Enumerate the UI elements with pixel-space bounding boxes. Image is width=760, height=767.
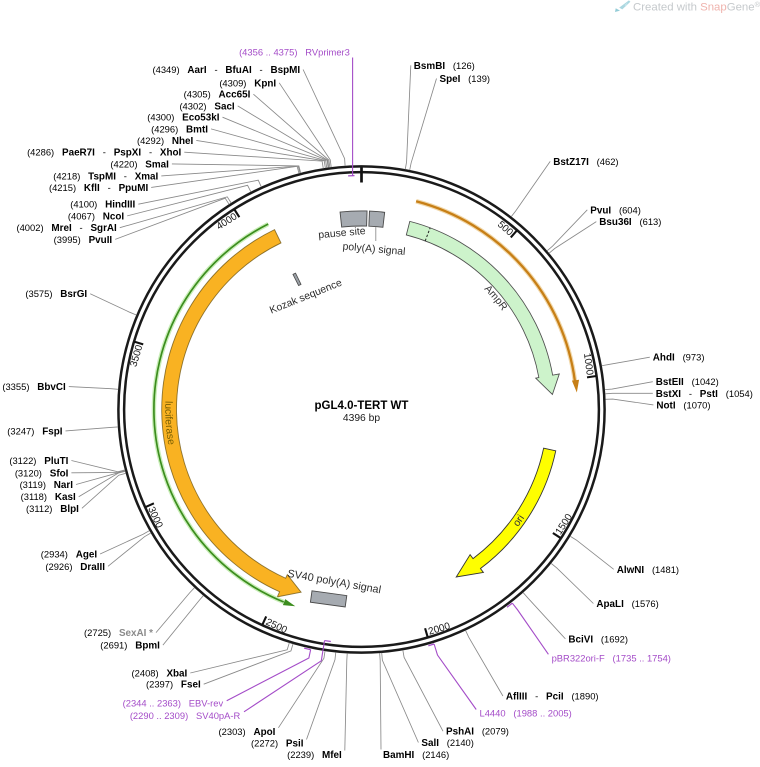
- svg-text:(2344 .. 2363) EBV-rev: (2344 .. 2363) EBV-rev: [123, 698, 224, 709]
- svg-text:(3575) BsrGI: (3575) BsrGI: [25, 288, 87, 300]
- svg-text:(4292) NheI: (4292) NheI: [137, 135, 194, 147]
- svg-text:pGL4.0-TERT WT: pGL4.0-TERT WT: [315, 400, 409, 412]
- svg-text:(4067) NcoI: (4067) NcoI: [68, 210, 125, 222]
- svg-text:BstZ17I (462): BstZ17I (462): [553, 156, 618, 168]
- svg-text:(2290 .. 2309) SV40pA-R: (2290 .. 2309) SV40pA-R: [130, 710, 241, 721]
- svg-text:ApaLI (1576): ApaLI (1576): [596, 598, 658, 610]
- svg-text:BstXI - PstI (1054): BstXI - PstI (1054): [656, 388, 753, 400]
- svg-text:(4100) HindIII: (4100) HindIII: [70, 199, 135, 211]
- svg-text:PvuI (604): PvuI (604): [590, 204, 641, 216]
- svg-text:pBR322ori-F (1735 .. 1754): pBR322ori-F (1735 .. 1754): [552, 652, 671, 663]
- svg-text:L4440 (1988 .. 2005): L4440 (1988 .. 2005): [480, 707, 572, 718]
- svg-text:AflIII - PciI (1890): AflIII - PciI (1890): [506, 691, 599, 703]
- svg-text:(4296) BmtI: (4296) BmtI: [151, 123, 208, 135]
- svg-text:(4215) KflI - PpuMI: (4215) KflI - PpuMI: [49, 182, 148, 194]
- svg-text:(3120) SfoI: (3120) SfoI: [15, 467, 69, 479]
- svg-text:(4309) KpnI: (4309) KpnI: [219, 77, 276, 89]
- svg-text:NotI (1070): NotI (1070): [656, 399, 710, 411]
- svg-text:AhdI (973): AhdI (973): [653, 352, 705, 364]
- svg-text:(3112) BlpI: (3112) BlpI: [26, 503, 79, 515]
- svg-text:Bsu36I (613): Bsu36I (613): [599, 216, 661, 228]
- svg-text:(3122) PluTI: (3122) PluTI: [9, 455, 68, 467]
- svg-text:(4286) PaeR7I - PspXI: (4286) PaeR7I - PspXI - XhoI: [27, 147, 181, 159]
- svg-text:(2691) BpmI: (2691) BpmI: [100, 640, 160, 652]
- svg-text:BsmBI (126): BsmBI (126): [414, 60, 475, 72]
- svg-text:4396 bp: 4396 bp: [343, 413, 380, 424]
- svg-text:(2725) SexAI *: (2725) SexAI *: [84, 627, 153, 639]
- svg-text:(3995) PvuII: (3995) PvuII: [54, 234, 113, 246]
- svg-text:(4356 .. 4375) RVprimer3: (4356 .. 4375) RVprimer3: [239, 47, 350, 58]
- svg-text:(2926) DraIII: (2926) DraIII: [45, 561, 105, 573]
- svg-text:(2239) MfeI: (2239) MfeI: [287, 749, 342, 761]
- svg-text:(4302) SacI: (4302) SacI: [179, 100, 234, 112]
- svg-text:(2272) PsiI: (2272) PsiI: [251, 738, 304, 750]
- svg-text:PshAI (2079): PshAI (2079): [446, 726, 509, 738]
- svg-text:BciVI (1692): BciVI (1692): [568, 633, 628, 645]
- svg-text:Created with SnapGene®: Created with SnapGene®: [633, 0, 760, 13]
- svg-text:SpeI (139): SpeI (139): [440, 73, 491, 85]
- svg-text:(3247) FspI: (3247) FspI: [7, 425, 62, 437]
- svg-text:(3355) BbvCI: (3355) BbvCI: [2, 381, 66, 393]
- svg-text:(2408) XbaI: (2408) XbaI: [132, 668, 188, 680]
- svg-text:(3119) NarI: (3119) NarI: [20, 479, 74, 491]
- svg-text:(2934) AgeI: (2934) AgeI: [41, 549, 98, 561]
- svg-text:(4300) Eco53kI: (4300) Eco53kI: [147, 112, 220, 124]
- svg-text:SalI (2140): SalI (2140): [421, 737, 474, 749]
- svg-text:(4220) SmaI: (4220) SmaI: [110, 158, 169, 170]
- svg-text:BamHI (2146): BamHI (2146): [383, 749, 449, 761]
- svg-text:(4218) TspMI - XmaI: (4218) TspMI - XmaI: [53, 170, 158, 182]
- svg-text:(4349) AarI - BfuAI -: (4349) AarI - BfuAI - BspMI: [153, 64, 301, 76]
- svg-text:BstEII (1042): BstEII (1042): [656, 376, 719, 388]
- svg-text:(4002) MreI - SgrAI: (4002) MreI - SgrAI: [16, 222, 117, 234]
- svg-text:(2397) FseI: (2397) FseI: [146, 679, 201, 691]
- svg-text:(2303) ApoI: (2303) ApoI: [219, 726, 276, 738]
- svg-text:(3118) KasI: (3118) KasI: [21, 491, 76, 503]
- svg-text:(4305) Acc65I: (4305) Acc65I: [184, 89, 251, 101]
- svg-text:AlwNI (1481): AlwNI (1481): [617, 564, 679, 576]
